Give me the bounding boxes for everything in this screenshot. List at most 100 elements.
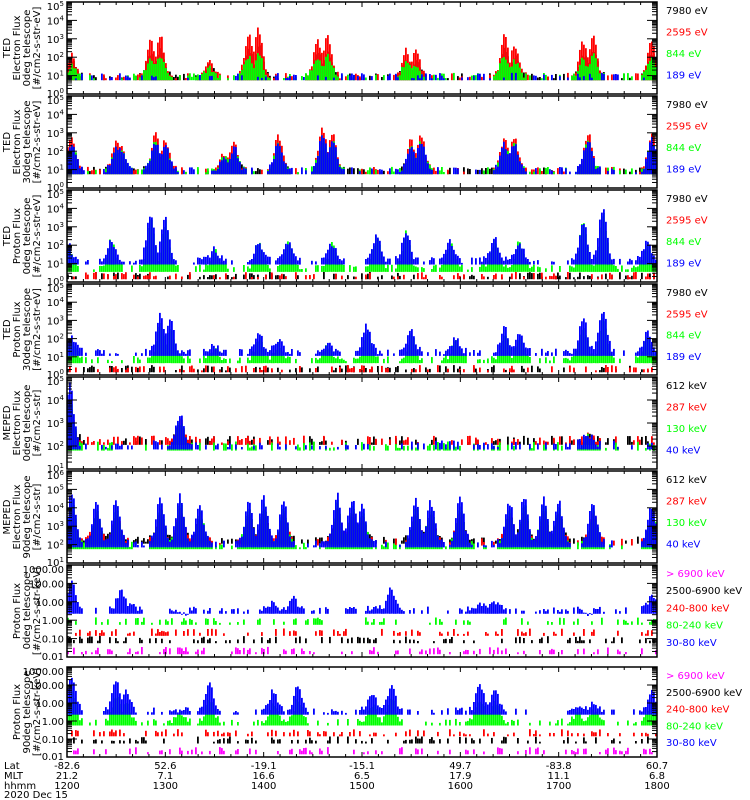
- data-bar: [265, 76, 267, 81]
- y-axis-label-line: TED: [2, 38, 13, 59]
- data-bar: [619, 272, 621, 280]
- legend-entry: 189 eV: [666, 259, 701, 270]
- data-bar: [385, 261, 387, 265]
- data-bar: [413, 274, 415, 280]
- data-bar: [375, 169, 377, 175]
- data-bar: [243, 526, 245, 548]
- data-bar: [225, 359, 227, 364]
- data-bar: [525, 167, 527, 175]
- data-bar: [461, 264, 463, 272]
- data-bar: [461, 77, 463, 81]
- data-bar: [189, 73, 191, 81]
- data-bar: [225, 263, 227, 272]
- data-bar: [357, 168, 359, 175]
- data-bar: [381, 353, 383, 356]
- data-bar: [211, 275, 213, 280]
- data-bar: [439, 170, 441, 175]
- legend-entry: 40 keV: [666, 540, 700, 551]
- data-bar: [175, 260, 177, 265]
- data-bar: [197, 508, 199, 548]
- data-bar: [107, 274, 109, 280]
- data-bar: [301, 367, 303, 373]
- data-bar: [413, 336, 415, 356]
- data-bar: [517, 245, 519, 265]
- data-bar: [75, 262, 77, 272]
- data-bar: [123, 153, 125, 175]
- data-bar: [393, 276, 395, 280]
- data-bar: [71, 63, 73, 81]
- data-bar: [447, 441, 449, 451]
- data-bar: [323, 541, 325, 548]
- data-bar: [109, 442, 111, 451]
- data-bar: [255, 366, 257, 373]
- data-bar: [205, 168, 207, 175]
- data-bar: [585, 147, 587, 175]
- data-bar: [527, 259, 529, 265]
- data-bar: [591, 259, 593, 265]
- data-bar: [467, 77, 469, 81]
- data-bar: [609, 545, 611, 548]
- data-bar: [139, 265, 141, 272]
- data-bar: [289, 168, 291, 175]
- data-bar: [83, 440, 85, 445]
- data-bar: [259, 368, 261, 373]
- data-bar: [387, 368, 389, 373]
- data-bar: [389, 258, 391, 265]
- data-bar: [547, 519, 549, 548]
- data-bar: [583, 150, 585, 175]
- data-bar: [591, 77, 593, 81]
- data-bar: [97, 349, 99, 356]
- data-bar: [625, 540, 627, 544]
- data-bar: [227, 268, 229, 272]
- data-bar: [355, 276, 357, 280]
- data-bar: [247, 266, 249, 272]
- data-bar: [573, 73, 575, 81]
- panel-4-traces: [67, 312, 657, 373]
- data-bar: [133, 274, 135, 280]
- data-bar: [205, 351, 207, 356]
- data-bar: [643, 168, 645, 175]
- data-bar: [607, 75, 609, 81]
- data-bar: [557, 272, 559, 280]
- data-bar: [461, 348, 463, 356]
- data-bar: [595, 515, 597, 548]
- data-bar: [499, 252, 501, 265]
- data-bar: [519, 161, 521, 175]
- data-bar: [591, 345, 593, 356]
- data-bar: [95, 650, 97, 655]
- data-bar: [323, 66, 325, 81]
- data-bar: [483, 170, 485, 175]
- data-bar: [493, 541, 495, 546]
- data-bar: [217, 168, 219, 175]
- data-bar: [449, 546, 451, 550]
- data-bar: [135, 366, 137, 373]
- data-bar: [519, 273, 521, 280]
- data-bar: [67, 151, 69, 175]
- data-bar: [329, 342, 331, 356]
- data-bar: [175, 74, 177, 81]
- data-bar: [189, 366, 191, 373]
- legend-entry: 844 eV: [666, 143, 701, 154]
- data-bar: [605, 167, 607, 175]
- data-bar: [439, 539, 441, 548]
- data-bar: [117, 353, 119, 356]
- data-bar: [259, 55, 261, 81]
- data-bar: [187, 356, 189, 364]
- legend-entry: 287 keV: [666, 497, 707, 508]
- data-bar: [569, 443, 571, 450]
- data-bar: [583, 538, 585, 548]
- data-bar: [551, 170, 553, 175]
- data-bar: [599, 370, 601, 373]
- data-bar: [505, 514, 507, 548]
- data-bar: [321, 537, 323, 544]
- data-bar: [99, 350, 101, 356]
- data-bar: [349, 75, 351, 81]
- data-bar: [325, 76, 327, 81]
- data-bar: [469, 435, 471, 445]
- data-bar: [449, 544, 451, 548]
- data-bar: [491, 366, 493, 373]
- data-bar: [129, 648, 131, 655]
- data-bar: [301, 167, 303, 175]
- data-bar: [203, 524, 205, 548]
